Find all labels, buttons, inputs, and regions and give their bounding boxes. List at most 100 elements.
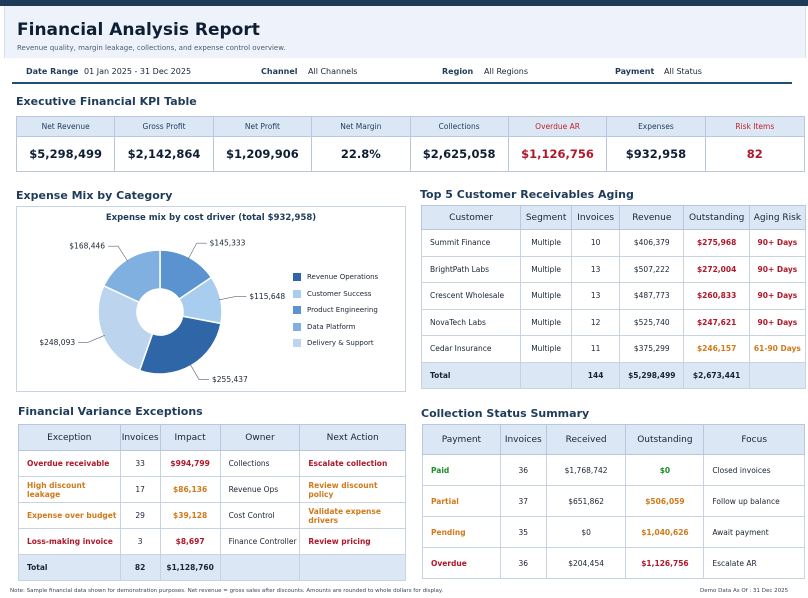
segment-cell: Multiple [520, 282, 573, 310]
total-row[interactable]: Total 144 $5,298,499 $2,673,441 [420, 361, 807, 389]
table-row[interactable]: Expense over budget 29 $39,128 Cost Control… [18, 502, 406, 529]
table-row[interactable]: Summit Finance Multiple 10 $406,379 $275,968… [420, 229, 807, 257]
payment-cell: Pending [422, 516, 501, 548]
table-row[interactable]: Pending 35 $0 $1,040,626 Await payment [422, 516, 805, 548]
legend-item[interactable]: Product Engineering [293, 302, 378, 319]
kpi-value: $2,625,058 [422, 147, 496, 161]
legend-label: Revenue Operations [307, 273, 379, 282]
table-row[interactable]: High discount leakage 17 $86,136 Revenue Op… [18, 476, 406, 503]
customer-cell: Crescent Wholesale [420, 282, 522, 310]
received-cell: $651,862 [545, 485, 627, 517]
col-header[interactable]: Impact [159, 424, 221, 451]
col-header[interactable]: Customer [420, 205, 522, 230]
leader-line [218, 296, 247, 301]
donut-slice-delivery-support[interactable] [97, 284, 154, 372]
next-action-cell: Validate expense drivers [299, 502, 406, 529]
kpi-expenses: Expenses $932,958 [607, 117, 706, 171]
next-action-cell: Review pricing [299, 528, 406, 555]
table-row[interactable]: Overdue 36 $204,454 $1,126,756 Escalate AR [422, 547, 805, 579]
filter-date-range[interactable]: 01 Jan 2025 - 31 Dec 2025 [84, 67, 192, 76]
exception-cell: Loss-making invoice [18, 528, 121, 555]
invoices-cell: 10 [571, 229, 621, 257]
customer-cell: NovaTech Labs [420, 308, 522, 336]
table-row[interactable]: Overdue receivable 33 $994,799 Collections E… [18, 450, 406, 477]
impact-cell: $8,697 [159, 528, 221, 555]
legend-item[interactable]: Data Platform [293, 319, 378, 336]
col-header[interactable]: Payment [422, 424, 501, 455]
table-row[interactable]: Crescent Wholesale Multiple 13 $487,773 $260… [420, 282, 807, 310]
expense-section-title: Expense Mix by Category [16, 189, 173, 202]
segment-cell: Multiple [520, 229, 573, 257]
col-header[interactable]: Owner [219, 424, 301, 451]
received-cell: $1,768,742 [545, 454, 627, 486]
revenue-cell: $375,299 [619, 335, 685, 363]
payment-cell: Paid [422, 454, 501, 486]
aging-risk-cell: 90+ Days [748, 282, 807, 310]
col-header[interactable]: Exception [18, 424, 121, 451]
table-row[interactable]: BrightPath Labs Multiple 13 $507,222 $272,00… [420, 255, 807, 283]
empty-cell [299, 554, 406, 581]
legend-swatch [293, 289, 301, 298]
table-row[interactable]: Loss-making invoice 3 $8,697 Finance Contro… [18, 528, 406, 555]
focus-cell: Await payment [703, 516, 805, 548]
filter-region[interactable]: All Regions [484, 67, 529, 76]
total-impact: $1,128,760 [159, 554, 221, 581]
legend-swatch [293, 306, 301, 315]
total-revenue: $5,298,499 [619, 361, 685, 389]
kpi-label: Risk Items [705, 117, 804, 137]
col-header[interactable]: Segment [520, 205, 573, 230]
empty-cell [520, 361, 573, 389]
col-header[interactable]: Invoices [499, 424, 547, 455]
received-cell: $0 [545, 516, 627, 548]
legend-item[interactable]: Customer Success [293, 286, 378, 303]
outstanding-cell: $275,968 [683, 229, 750, 257]
filter-channel[interactable]: All Channels [308, 67, 358, 76]
donut-slice-revenue-operations[interactable] [138, 315, 222, 375]
outstanding-cell: $246,157 [683, 335, 750, 363]
kpi-value: $1,209,906 [226, 147, 299, 161]
focus-cell: Follow up balance [703, 485, 805, 517]
legend-item[interactable]: Delivery & Support [293, 335, 378, 352]
revenue-cell: $525,740 [619, 308, 685, 336]
col-header[interactable]: Aging Risk [748, 205, 807, 230]
col-header[interactable]: Next Action [299, 424, 406, 451]
footnote: Note: Sample financial data shown for de… [10, 588, 444, 594]
aging-risk-cell: 90+ Days [748, 229, 807, 257]
top-accent-bar [0, 0, 808, 6]
col-header[interactable]: Outstanding [683, 205, 750, 230]
invoices-cell: 35 [499, 516, 547, 548]
leader-line [187, 242, 207, 260]
kpi-net-revenue: Net Revenue $5,298,499 [17, 117, 116, 171]
table-row[interactable]: NovaTech Labs Multiple 12 $525,740 $247,621 9… [420, 308, 807, 336]
col-header[interactable]: Received [545, 424, 627, 455]
filter-payment[interactable]: All Status [664, 67, 702, 76]
legend-item[interactable]: Revenue Operations [293, 269, 378, 286]
filter-label-channel: Channel [261, 67, 298, 76]
col-header[interactable]: Focus [703, 424, 805, 455]
owner-cell: Revenue Ops [219, 476, 301, 503]
kpi-collections: Collections $2,625,058 [410, 117, 509, 171]
col-header[interactable]: Revenue [619, 205, 685, 230]
invoices-cell: 3 [119, 528, 161, 555]
page-title: Financial Analysis Report [17, 20, 260, 40]
outstanding-cell: $247,621 [683, 308, 750, 336]
kpi-risk-items: Risk Items 82 [705, 117, 804, 171]
leader-line [78, 335, 105, 343]
invoices-cell: 33 [119, 450, 161, 477]
focus-cell: Escalate AR [703, 547, 805, 579]
chart-caption: Expense mix by cost driver (total $932,9… [105, 213, 317, 223]
variance-table: Exception Invoices Impact Owner Next Act… [18, 424, 406, 581]
kpi-label: Gross Profit [115, 117, 213, 137]
kpi-value: $932,958 [625, 147, 687, 161]
next-action-cell: Review discount policy [299, 476, 406, 503]
col-header[interactable]: Outstanding [625, 424, 705, 455]
variance-section-title: Financial Variance Exceptions [18, 405, 203, 418]
col-header[interactable]: Invoices [119, 424, 161, 451]
table-row[interactable]: Paid 36 $1,768,742 $0 Closed invoices [422, 454, 805, 486]
total-outstanding: $2,673,441 [683, 361, 750, 389]
table-row[interactable]: Partial 37 $651,862 $506,059 Follow up balan… [422, 485, 805, 517]
donut-slice-data-platform[interactable] [102, 249, 161, 304]
table-row[interactable]: Cedar Insurance Multiple 11 $375,299 $246,15… [420, 335, 807, 363]
total-row[interactable]: Total 82 $1,128,760 [18, 554, 406, 581]
col-header[interactable]: Invoices [571, 205, 621, 230]
